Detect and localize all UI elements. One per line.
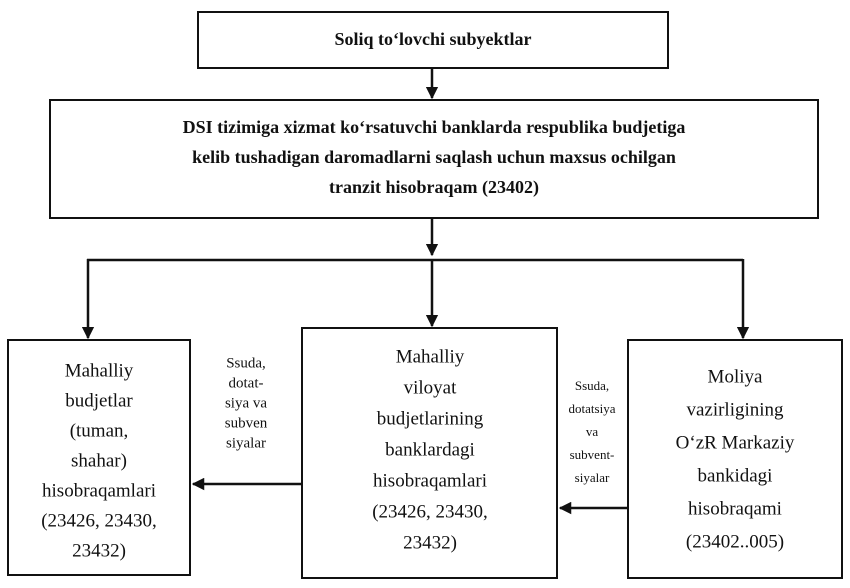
label: vazirligining	[686, 399, 784, 420]
label: tranzit hisobraqam (23402)	[329, 177, 539, 198]
label: bankidagi	[698, 465, 773, 486]
label: Mahalliy	[65, 360, 134, 381]
label: 23432)	[72, 540, 126, 561]
label: kelib tushadigan daromadlarni saqlash uc…	[192, 147, 676, 167]
label: subvent-	[570, 447, 615, 462]
label: Ssuda,	[575, 378, 609, 393]
box	[197, 11, 669, 69]
box	[49, 99, 819, 219]
label: budjetlarining	[377, 408, 484, 429]
label: dotat-	[229, 375, 264, 391]
label: va	[586, 424, 599, 439]
label: Mahalliy	[396, 346, 465, 367]
label: dotatsiya	[569, 401, 616, 416]
label: (23426, 23430,	[372, 501, 488, 522]
label: viloyat	[404, 377, 457, 398]
label: 23432)	[403, 532, 457, 553]
label: shahar)	[71, 450, 127, 471]
label: siya va	[225, 395, 267, 411]
label: Ssuda,	[226, 355, 266, 371]
label: subven	[225, 415, 268, 431]
label: (tuman,	[70, 420, 129, 441]
label: hisobraqamlari	[373, 470, 487, 491]
box	[627, 339, 843, 579]
label: hisobraqamlari	[42, 480, 156, 501]
label: O‘zR Markaziy	[676, 432, 795, 453]
label: Moliya	[708, 366, 763, 387]
label: (23426, 23430,	[41, 510, 157, 531]
label: (23402..005)	[686, 531, 784, 552]
label: hisobraqami	[688, 498, 782, 519]
box	[7, 339, 191, 576]
label: Soliq to‘lovchi subyektlar	[334, 29, 531, 49]
label: budjetlar	[65, 390, 133, 411]
box	[301, 327, 558, 579]
label: siyalar	[226, 435, 266, 451]
label: DSI tizimiga xizmat ko‘rsatuvchi banklar…	[183, 117, 686, 137]
label: banklardagi	[385, 439, 475, 460]
label: siyalar	[575, 470, 610, 485]
